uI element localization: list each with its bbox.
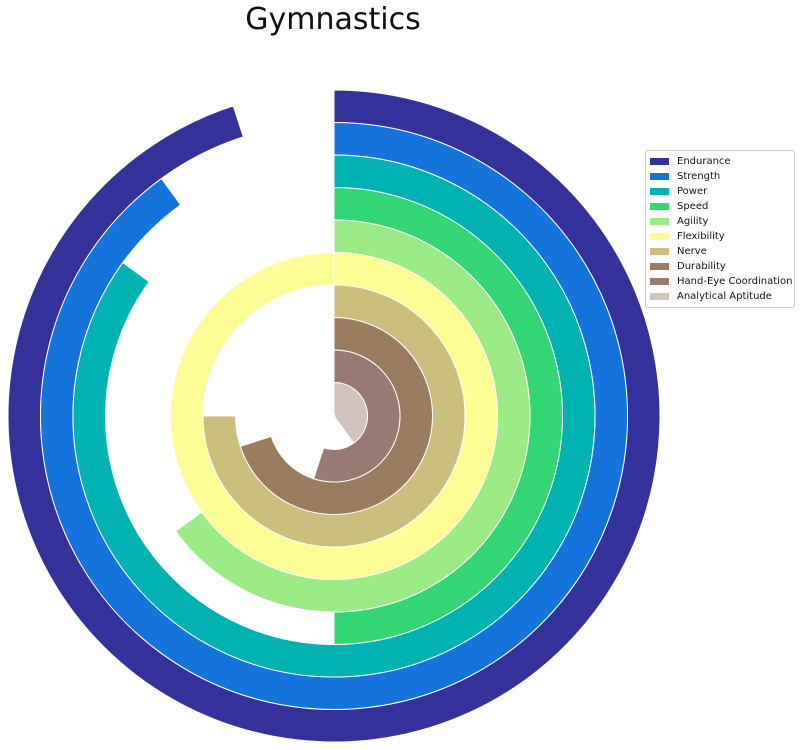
legend-label: Hand-Eye Coordination (677, 276, 793, 287)
legend-swatch (650, 293, 669, 300)
legend-item: Hand-Eye Coordination (650, 274, 793, 289)
legend-label: Analytical Aptitude (677, 291, 772, 302)
legend-swatch (650, 173, 669, 180)
legend-item: Endurance (650, 154, 790, 169)
legend-label: Flexibility (677, 231, 725, 242)
legend-swatch (650, 248, 669, 255)
legend-label: Power (677, 186, 708, 197)
legend-item: Analytical Aptitude (650, 289, 790, 304)
legend-label: Speed (677, 201, 709, 212)
legend-label: Strength (677, 171, 721, 182)
legend-swatch (650, 218, 669, 225)
ring-group (7, 89, 661, 743)
legend-label: Nerve (677, 246, 707, 257)
legend-item: Agility (650, 214, 790, 229)
legend-item: Flexibility (650, 229, 790, 244)
legend-item: Durability (650, 259, 790, 274)
legend-swatch (650, 188, 669, 195)
legend-swatch (650, 203, 669, 210)
legend: Endurance Strength Power Speed Agility Flexib… (645, 150, 795, 308)
legend-swatch (650, 158, 669, 165)
legend-item: Speed (650, 199, 790, 214)
legend-swatch (650, 233, 669, 240)
legend-label: Agility (677, 216, 709, 227)
legend-label: Durability (677, 261, 726, 272)
legend-item: Nerve (650, 244, 790, 259)
legend-item: Strength (650, 169, 790, 184)
legend-label: Endurance (677, 156, 731, 167)
chart-title: Gymnastics (245, 2, 421, 37)
legend-swatch (650, 263, 669, 270)
legend-item: Power (650, 184, 790, 199)
legend-swatch (650, 278, 669, 285)
ring-analytical-aptitude (333, 381, 368, 444)
